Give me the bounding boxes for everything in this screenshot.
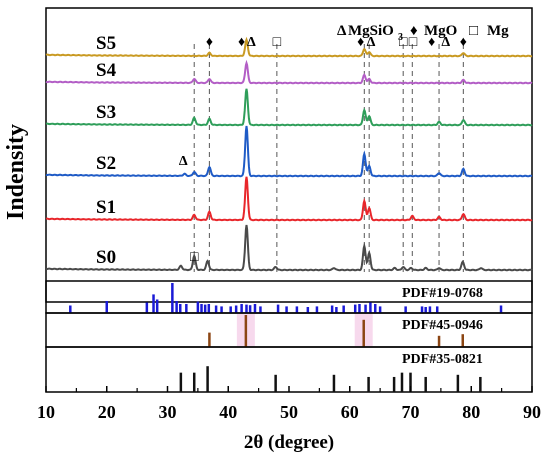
x-tick-label-5: 60: [341, 402, 359, 422]
phase-marker-1: ♦: [238, 35, 245, 50]
phase-marker-2: Δ: [247, 35, 256, 50]
phase-marker-11: Δ: [179, 154, 188, 169]
ref-panel-0-label: PDF#19-0768: [402, 286, 483, 301]
phase-marker-8: ♦: [428, 35, 435, 50]
phase-marker-5: Δ: [367, 35, 376, 50]
pattern-line-s2: [45, 125, 533, 178]
x-tick-label-3: 40: [219, 402, 237, 422]
legend-mgo-label: MgO: [424, 23, 457, 39]
phase-marker-10: ♦: [460, 35, 467, 50]
series-label-s4: S4: [96, 60, 117, 81]
ref-panel-2-label: PDF#35-0821: [402, 352, 483, 367]
legend-mgsio3-symbol: Δ: [337, 23, 347, 39]
x-tick-label-1: 20: [98, 402, 116, 422]
series-label-s0: S0: [96, 247, 116, 268]
phase-marker-3: □: [273, 35, 282, 50]
series-label-s3: S3: [96, 102, 116, 123]
pattern-line-s4: [45, 59, 533, 85]
x-tick-label-6: 70: [402, 402, 420, 422]
y-axis-label: Indensity: [3, 124, 29, 220]
dashed-reference-lines: [193, 44, 464, 272]
reference-pattern-panels: PDF#19-0768 PDF#45-0946 PDF#35-0821: [45, 280, 533, 393]
legend-mgsio3-label: MgSiO: [348, 23, 394, 39]
phase-marker-4: ♦: [357, 35, 364, 50]
ref-panel-1-label: PDF#45-0946: [402, 318, 483, 333]
series-label-s5: S5: [96, 33, 116, 54]
series-label-s2: S2: [96, 153, 116, 174]
x-tick-label-2: 30: [159, 402, 177, 422]
x-tick-label-0: 10: [37, 402, 55, 422]
pattern-line-s1: [45, 176, 533, 222]
phase-marker-12: □: [190, 250, 199, 265]
phase-marker-6: □: [399, 35, 408, 50]
phase-marker-7: □: [409, 35, 418, 50]
legend: Δ MgSiO 3 ♦ MgO □ Mg: [337, 23, 509, 43]
pattern-line-s5: [45, 36, 533, 58]
legend-mgo-symbol: ♦: [410, 23, 418, 39]
x-axis-label: 2θ (degree): [244, 432, 334, 453]
legend-mg-label: Mg: [487, 23, 509, 39]
xrd-patterns: S0 S1 S2 S3 S4 S5: [45, 33, 533, 272]
x-tick-label-7: 80: [462, 402, 480, 422]
phase-marker-0: ♦: [206, 35, 213, 50]
x-tick-label-4: 50: [280, 402, 298, 422]
pattern-line-s0: [46, 224, 533, 272]
phase-markers: ♦ ♦ Δ □ ♦ Δ □ □ ♦ Δ ♦Δ□: [179, 35, 467, 265]
legend-mgsio3-subscript: 3: [398, 32, 403, 43]
data-panel-frame: [45, 7, 533, 303]
x-tick-label-8: 90: [523, 402, 541, 422]
pattern-line-s3: [45, 88, 533, 127]
x-axis: 10 20 30 40 50 60 70 80 90: [37, 386, 541, 422]
legend-mg-symbol: □: [469, 23, 478, 39]
phase-marker-9: Δ: [441, 35, 450, 50]
series-label-s1: S1: [96, 197, 116, 218]
